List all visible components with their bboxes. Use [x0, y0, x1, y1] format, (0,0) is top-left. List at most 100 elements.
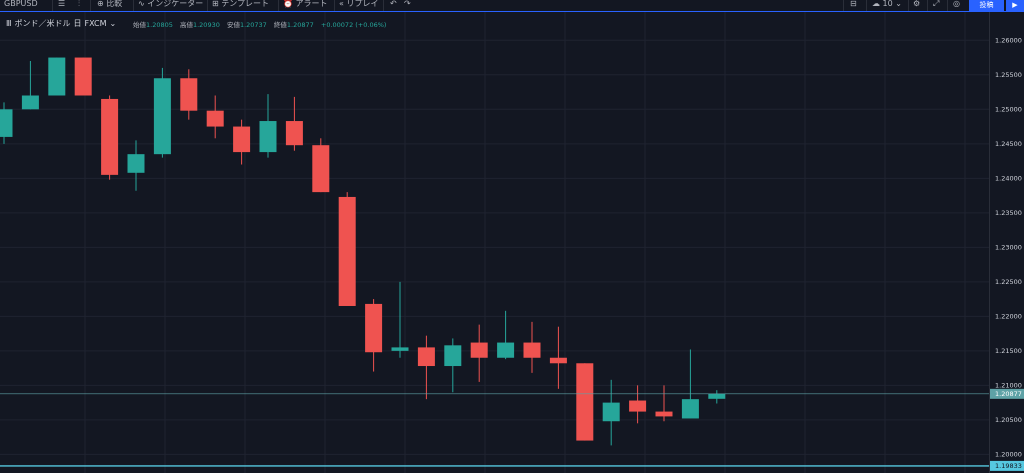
layout-count[interactable]: ☁ 10 ⌄ [872, 0, 902, 8]
bearish-candle [206, 95, 224, 139]
candle-body [285, 121, 303, 146]
price-tick-label: 1.25000 [995, 106, 1022, 114]
price-tags: 1.20877 1.19833 [990, 388, 1024, 471]
replay-button[interactable]: « リプレイ [339, 0, 379, 8]
bullish-candle [127, 140, 145, 191]
fullscreen-icon[interactable]: ⤢ [933, 0, 940, 8]
settings-icon[interactable]: ⚙ [913, 0, 921, 8]
bullish-candle [497, 310, 515, 360]
layout-icon[interactable]: ⊟ [850, 0, 857, 8]
bullish-candle [444, 338, 462, 393]
templates-icon: ⊞ [212, 0, 219, 8]
legend-marker-icon: Ⅲ [6, 19, 12, 28]
timeframe-label[interactable]: 日 [73, 19, 82, 28]
cloud-icon: ☁ [872, 0, 880, 8]
price-tick-label: 1.26000 [995, 37, 1022, 45]
candle-body [338, 196, 356, 306]
instrument-name[interactable]: ポンド／米ドル [14, 19, 71, 28]
candle-series [0, 57, 726, 446]
bullish-candle [21, 60, 39, 110]
open-value: 1.20805 [146, 21, 173, 29]
indicators-button[interactable]: ∿ インジケーター [138, 0, 204, 8]
bullish-candle [602, 379, 620, 446]
indicator-icon[interactable]: ⫶ [78, 0, 80, 8]
candle-body [391, 347, 409, 351]
candle-body [153, 78, 171, 155]
price-tick-label: 1.24000 [995, 175, 1022, 183]
compare-button[interactable]: ⊕ 比較 [97, 0, 123, 8]
bullish-candle [0, 102, 13, 144]
current-price-tag-bg [990, 388, 1024, 399]
bullish-candle [681, 349, 699, 419]
candle-body [708, 393, 726, 399]
candle-body [523, 342, 541, 358]
play-icon[interactable]: ▶ [1006, 0, 1024, 11]
candle-body [101, 98, 119, 175]
source-label[interactable]: FXCM [84, 19, 107, 28]
alert-button[interactable]: ⏰ アラート [283, 0, 328, 8]
price-tick-label: 1.21000 [995, 382, 1022, 390]
bearish-candle [523, 321, 541, 373]
price-tick-label: 1.23000 [995, 244, 1022, 252]
bearish-candle [629, 385, 647, 424]
change-value: +0.00072 (+0.06%) [320, 21, 387, 29]
alert-icon: ⏰ [283, 0, 293, 8]
bearish-candle [470, 324, 488, 382]
bearish-candle [417, 335, 435, 400]
high-value: 1.20930 [192, 21, 220, 29]
bearish-candle [655, 385, 673, 422]
price-tick-label: 1.20000 [995, 451, 1022, 459]
price-scale[interactable]: 1.26000 1.25500 1.25000 1.24500 1.24000 1.235… [995, 37, 1022, 459]
templates-button[interactable]: ⊞ テンプレート [212, 0, 270, 8]
price-tick-label: 1.25500 [995, 71, 1022, 79]
candle-body [206, 110, 224, 127]
candle-body [259, 121, 277, 153]
low-label: 安値 [226, 21, 240, 29]
close-label: 終値 [273, 21, 287, 29]
undo-icon[interactable]: ↶ [390, 0, 397, 8]
chevron-down-icon[interactable]: ⌄ [109, 19, 117, 28]
price-tick-label: 1.20500 [995, 416, 1022, 424]
candle-body [602, 402, 620, 422]
bearish-candle [74, 57, 92, 96]
indicators-icon: ∿ [138, 0, 145, 8]
bearish-candle [312, 138, 330, 193]
open-label: 始値 [133, 21, 146, 29]
candle-body [655, 411, 673, 417]
bearish-candle [338, 192, 356, 306]
bullish-candle [48, 57, 66, 96]
candle-body [470, 342, 488, 358]
publish-button[interactable]: 投稿 [969, 0, 1004, 11]
price-tick-label: 1.24500 [995, 140, 1022, 148]
current-price-tag: 1.20877 [995, 390, 1022, 398]
symbol-search[interactable]: GBPUSD [4, 0, 38, 8]
candle-body [180, 78, 198, 111]
snapshot-icon[interactable]: ◎ [953, 0, 960, 8]
replay-icon: « [339, 0, 344, 8]
chart-type-icon[interactable]: ☰ [58, 0, 66, 8]
toolbar-accent-line [0, 11, 1024, 12]
bearish-candle [285, 96, 303, 151]
candle-body [576, 363, 594, 441]
bullish-candle [708, 390, 726, 404]
bearish-candle [233, 119, 251, 165]
price-tick-label: 1.22500 [995, 278, 1022, 286]
bearish-candle [180, 69, 198, 120]
candle-body [417, 347, 435, 367]
chart-grid [0, 12, 989, 473]
candle-body [549, 357, 567, 364]
price-tick-label: 1.21500 [995, 347, 1022, 355]
low-value: 1.20737 [239, 21, 267, 29]
bullish-candle [153, 67, 171, 158]
candle-body [48, 57, 66, 96]
redo-icon[interactable]: ↷ [404, 0, 411, 8]
bullish-candle [391, 281, 409, 358]
candle-body [497, 342, 515, 358]
price-tick-label: 1.22000 [995, 313, 1022, 321]
bearish-candle [365, 299, 383, 372]
bearish-candle [576, 363, 594, 441]
bearish-candle [101, 95, 119, 180]
bullish-candle [259, 94, 277, 158]
candle-body [0, 109, 13, 137]
